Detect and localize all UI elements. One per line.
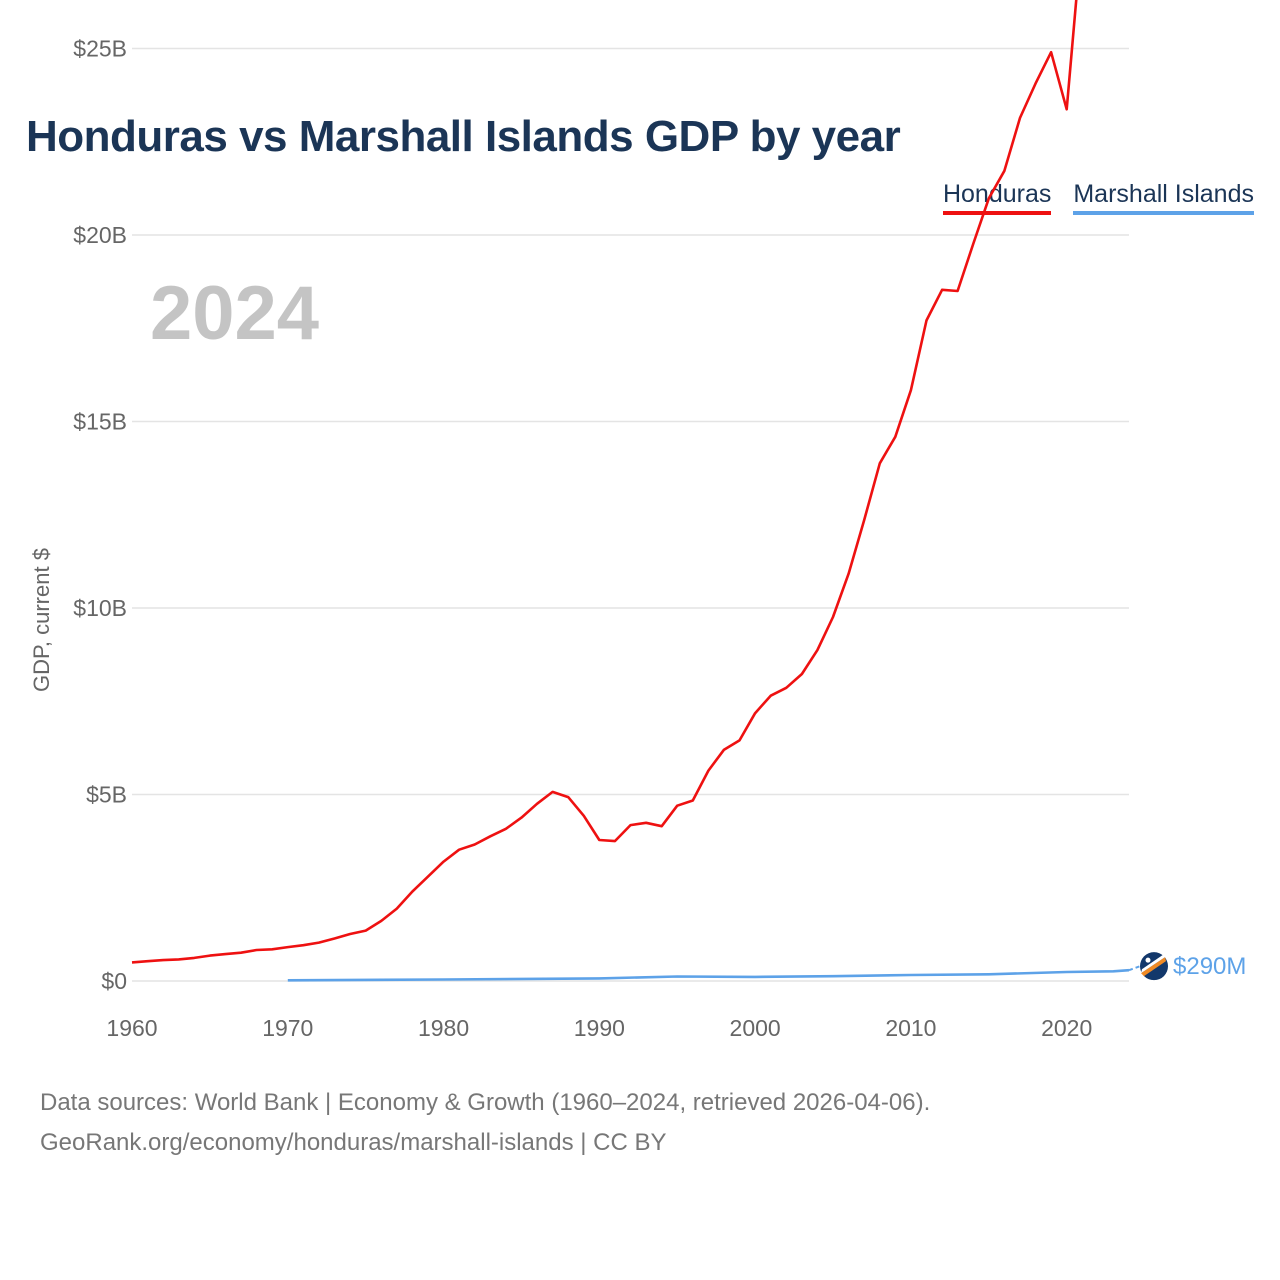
source-line-1: Data sources: World Bank | Economy & Gro… (40, 1089, 931, 1116)
y-tick-label: $20B (73, 222, 127, 248)
end-value-label: $290M (1173, 953, 1246, 980)
x-tick-label: 1960 (106, 1015, 157, 1041)
x-tick-label: 2020 (1041, 1015, 1092, 1041)
y-tick-label: $10B (73, 595, 127, 621)
y-tick-label: $15B (73, 409, 127, 435)
x-tick-label: 1970 (262, 1015, 313, 1041)
y-tick-label: $5B (86, 782, 127, 808)
y-tick-label: $25B (73, 36, 127, 62)
x-tick-label: 2010 (885, 1015, 936, 1041)
x-tick-label: 1990 (574, 1015, 625, 1041)
marshall-islands-flag-icon (1140, 952, 1168, 981)
end-labels: $37.1B$290M (1128, 952, 1246, 981)
data-source: Data sources: World Bank | Economy & Gro… (40, 1083, 930, 1163)
series-line-honduras[interactable] (131, 0, 1129, 964)
y-tick-label: $0 (101, 968, 127, 994)
source-line-2[interactable]: GeoRank.org/economy/honduras/marshall-is… (40, 1129, 667, 1156)
y-axis-ticks: $0$5B$10B$15B$20B$25B$30B$35B (73, 36, 127, 995)
legend-marshall-islands[interactable]: Marshall Islands (1073, 180, 1254, 215)
x-tick-label: 2000 (730, 1015, 781, 1041)
x-axis-ticks: 1960 1970 1980 1990 2000 2010 2020 (106, 1015, 1092, 1041)
gridlines (132, 47, 1129, 982)
end-connector (1128, 965, 1141, 972)
series-lines (131, 0, 1130, 982)
series-line-marshall-islands[interactable] (287, 968, 1130, 982)
chart-title: Honduras vs Marshall Islands GDP by year (26, 112, 901, 161)
x-tick-label: 1980 (418, 1015, 469, 1041)
year-label: 2024 (150, 271, 320, 356)
